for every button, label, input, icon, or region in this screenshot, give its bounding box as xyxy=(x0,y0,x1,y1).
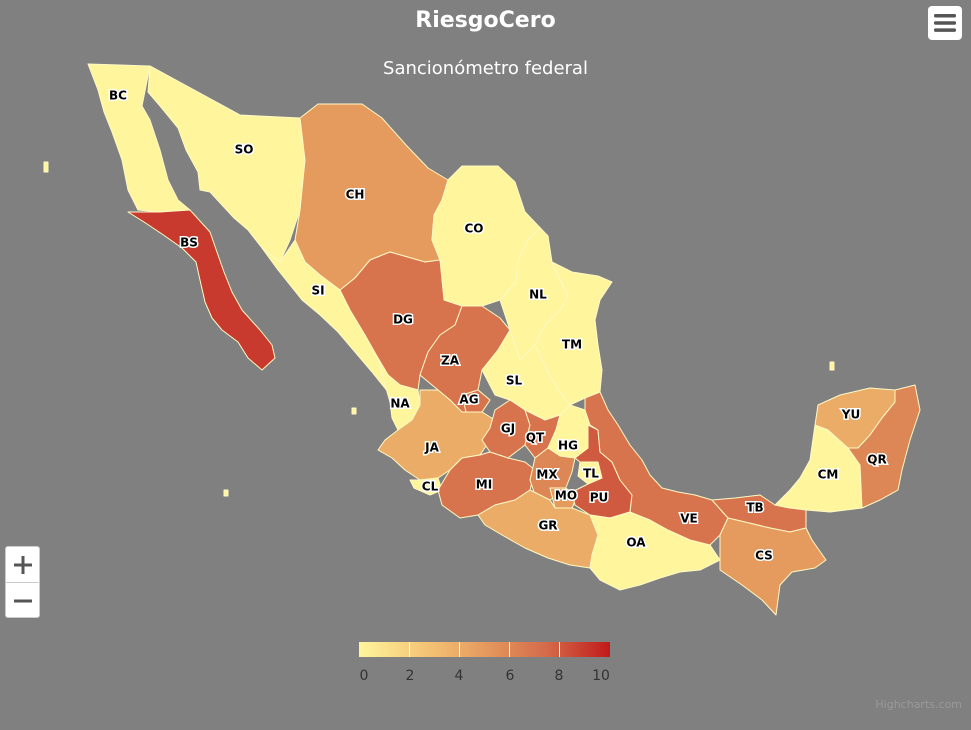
credits-link[interactable]: Highcharts.com xyxy=(875,698,962,711)
label-CO: CO xyxy=(464,222,483,236)
state-MX[interactable] xyxy=(529,447,576,501)
island xyxy=(351,407,357,415)
zoom-controls xyxy=(5,546,40,618)
label-CS: CS xyxy=(755,549,773,563)
label-CL: CL xyxy=(422,480,439,494)
island xyxy=(223,489,229,497)
label-DG: DG xyxy=(393,313,413,327)
legend-label: 2 xyxy=(405,668,415,684)
label-NA: NA xyxy=(390,397,410,411)
label-GR: GR xyxy=(538,519,557,533)
label-ZA: ZA xyxy=(441,354,460,368)
label-TM: TM xyxy=(562,338,582,352)
legend-label: 8 xyxy=(554,668,564,684)
state-QR[interactable] xyxy=(847,384,921,509)
label-TB: TB xyxy=(746,501,763,515)
label-MX: MX xyxy=(536,468,558,482)
island xyxy=(829,361,835,371)
minus-icon xyxy=(13,599,32,602)
legend-tick xyxy=(509,642,510,657)
legend-label: 4 xyxy=(454,668,464,684)
label-GJ: GJ xyxy=(501,422,515,436)
state-GJ[interactable] xyxy=(481,399,531,459)
label-HG: HG xyxy=(558,439,578,453)
label-CM: CM xyxy=(818,468,839,482)
label-VE: VE xyxy=(680,512,697,526)
color-legend xyxy=(359,642,610,657)
state-JA[interactable] xyxy=(377,389,496,481)
legend-tick xyxy=(559,642,560,657)
island xyxy=(43,161,49,173)
context-menu-button[interactable] xyxy=(928,6,962,40)
label-MI: MI xyxy=(476,478,492,492)
label-TL: TL xyxy=(583,467,599,481)
label-QT: QT xyxy=(526,431,545,445)
chart-subtitle: Sancionómetro federal xyxy=(383,58,588,79)
label-QR: QR xyxy=(867,453,886,467)
label-JA: JA xyxy=(424,441,439,455)
state-CS[interactable] xyxy=(719,517,827,616)
label-NL: NL xyxy=(529,288,547,302)
label-AG: AG xyxy=(459,393,478,407)
label-SI: SI xyxy=(311,284,324,298)
state-BS[interactable] xyxy=(127,209,276,371)
label-SO: SO xyxy=(235,143,254,157)
legend-label: 6 xyxy=(505,668,515,684)
label-MO: MO xyxy=(555,489,577,503)
label-OA: OA xyxy=(626,536,646,550)
legend-label: 10 xyxy=(592,668,610,684)
legend-gradient xyxy=(359,642,610,657)
legend-tick xyxy=(409,642,410,657)
legend-tick xyxy=(459,642,460,657)
state-VE[interactable] xyxy=(584,391,729,546)
label-SL: SL xyxy=(506,374,523,388)
label-BC: BC xyxy=(109,89,127,103)
label-BS: BS xyxy=(180,236,198,250)
legend-label: 0 xyxy=(359,668,369,684)
hamburger-icon xyxy=(934,14,956,32)
zoom-in-button[interactable] xyxy=(6,547,39,583)
label-PU: PU xyxy=(590,491,609,505)
plus-icon xyxy=(13,555,32,574)
zoom-out-button[interactable] xyxy=(6,583,39,618)
label-CH: CH xyxy=(346,188,365,202)
state-AG[interactable] xyxy=(461,389,491,413)
label-YU: YU xyxy=(841,408,860,422)
chart-title: RiesgoCero xyxy=(415,8,556,33)
